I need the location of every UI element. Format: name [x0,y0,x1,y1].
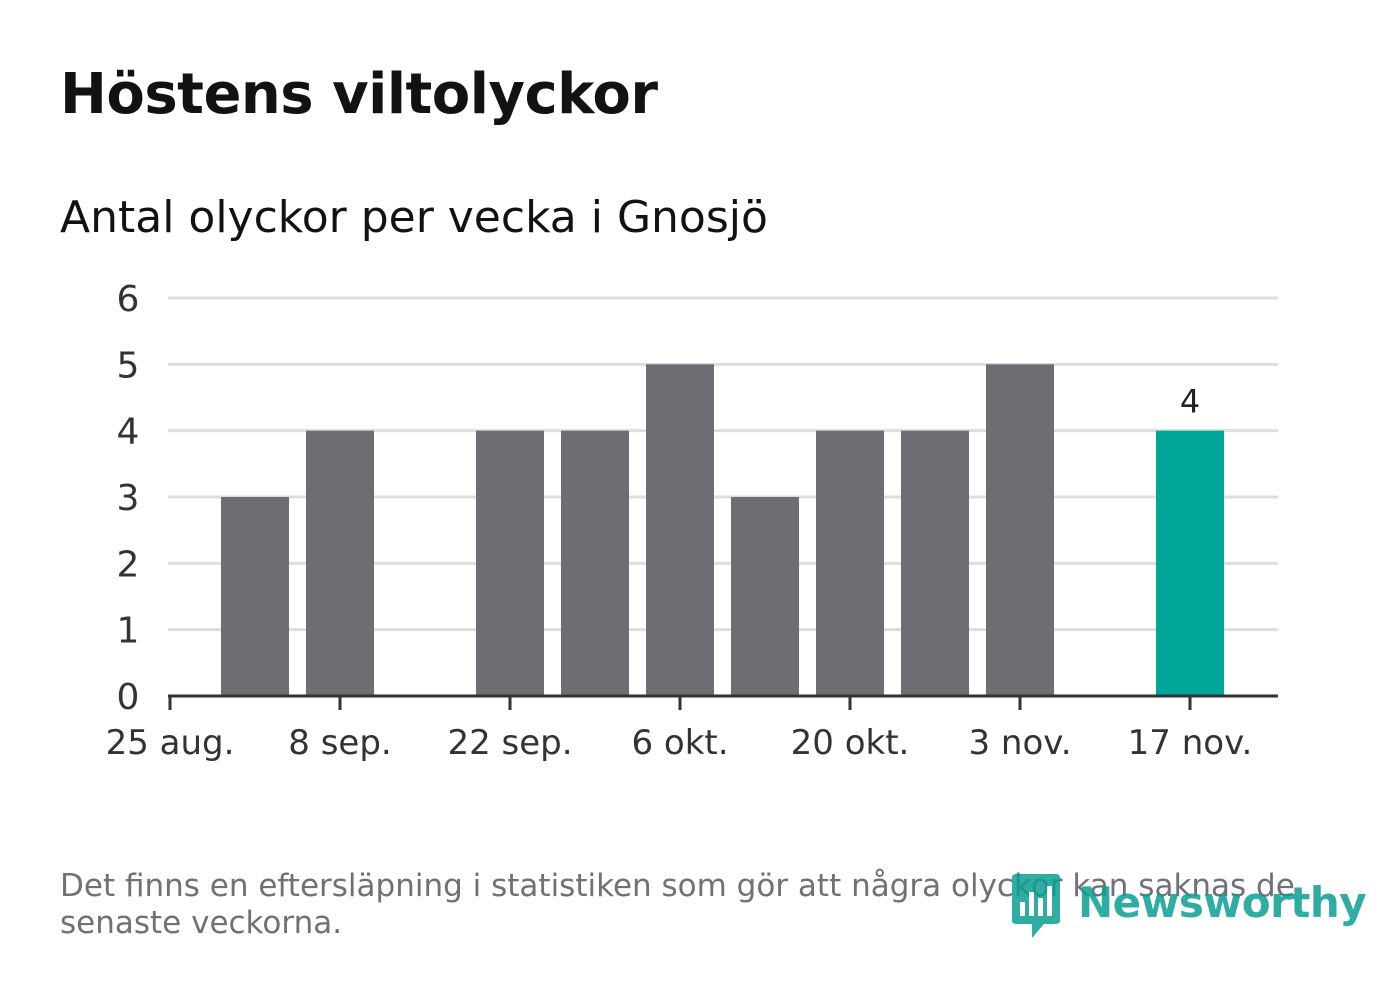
y-tick-label-6: 6 [117,279,140,320]
y-tick-label-5: 5 [117,345,140,386]
bar-3-nov [986,364,1054,696]
newsworthy-logo[interactable]: Newsworthy [1010,872,1367,942]
bar-20-okt [816,430,884,696]
x-tick-label: 22 sep. [447,723,572,763]
y-tick-label-3: 3 [117,478,140,519]
data-labels: 4 [1180,383,1200,421]
y-tick-label-2: 2 [117,544,140,585]
data-label-highlight: 4 [1180,383,1200,421]
x-tick-label: 6 okt. [631,723,728,763]
bar-8-sep [306,430,374,696]
x-tick-label: 3 nov. [968,723,1071,763]
bar-17-nov [1156,430,1224,696]
bar-29-sep [561,430,629,696]
x-tick-label: 20 okt. [791,723,910,763]
chart-subtitle: Antal olyckor per vecka i Gnosjö [60,192,768,243]
y-axis-labels: 0 1 2 3 4 5 6 [117,279,140,718]
chart-title: Höstens viltolyckor [60,62,658,127]
bar-27-okt [901,430,969,696]
footnote: Det finns en eftersläpning i statistiken… [60,868,1295,941]
y-tick-label-0: 0 [117,677,140,718]
logo-text: Newsworthy [1078,878,1367,927]
bars [221,364,1224,696]
bar-22-sep [476,430,544,696]
y-tick-label-4: 4 [117,412,140,453]
y-tick-label-1: 1 [117,611,140,652]
x-tick-label: 8 sep. [288,723,391,763]
bar-13-okt [731,497,799,696]
x-tick-label: 17 nov. [1128,723,1253,763]
newsworthy-logo-icon [1012,874,1060,938]
bar-6-okt [646,364,714,696]
x-axis: 25 aug. 8 sep. 22 sep. 6 okt. 20 okt. 3 nov. 1… [106,694,1278,763]
bar-1-sep [221,497,289,696]
x-tick-label: 25 aug. [106,723,235,763]
